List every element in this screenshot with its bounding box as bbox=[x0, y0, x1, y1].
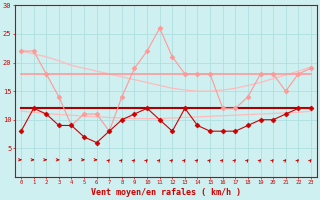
X-axis label: Vent moyen/en rafales ( km/h ): Vent moyen/en rafales ( km/h ) bbox=[91, 188, 241, 197]
